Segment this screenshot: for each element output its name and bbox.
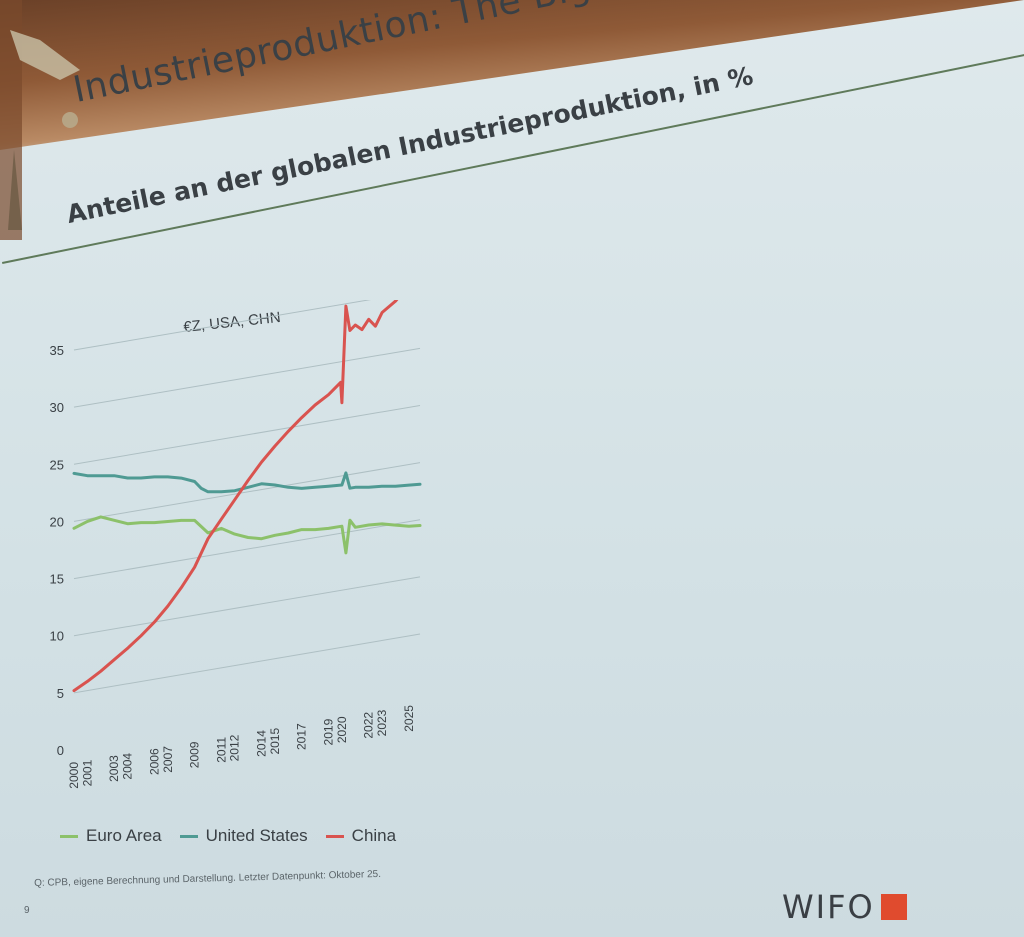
page-number: 9: [24, 905, 30, 916]
x-tick-label-2022: 2022: [362, 712, 376, 739]
x-tick-label-2025: 2025: [402, 705, 416, 732]
y-tick-label-10: 10: [50, 629, 64, 644]
y-tick-label-5: 5: [57, 686, 64, 701]
logo-square-icon: [880, 894, 907, 920]
wifo-logo: WIFO: [782, 888, 907, 926]
x-tick-label-2000: 2000: [67, 762, 81, 789]
series-line-euro-area: [72, 515, 422, 555]
x-tick-label-2007: 2007: [161, 746, 175, 773]
series-line-china: [72, 300, 399, 693]
legend-item-united-states: United States: [179, 826, 308, 846]
gridline-y-15: [73, 519, 421, 580]
source-note: Q: CPB, eigene Berechnung und Darstellun…: [34, 868, 382, 889]
y-tick-label-0: 0: [57, 743, 64, 758]
chart-legend: Euro Area United States China: [60, 826, 396, 846]
gridline-y-35: [73, 300, 372, 351]
gridline-y-20: [73, 462, 421, 522]
x-tick-label-2014: 2014: [255, 730, 269, 757]
legend-swatch-united-states: [179, 834, 198, 838]
chandelier-decoration: [0, 0, 80, 240]
gridline-y-10: [73, 576, 421, 637]
x-tick-label-2017: 2017: [295, 723, 309, 750]
logo-wordmark: WIFO: [782, 888, 875, 926]
gridline-y-25: [73, 404, 421, 465]
series-line-united-states: [72, 471, 422, 494]
chart-series-label: €Z, USA, CHN: [183, 309, 282, 336]
x-tick-label-2003: 2003: [107, 755, 121, 782]
x-tick-label-2006: 2006: [147, 748, 161, 775]
legend-swatch-china: [325, 834, 344, 838]
x-tick-label-2015: 2015: [268, 728, 282, 755]
gridline-y-30: [73, 347, 421, 408]
x-tick-label-2012: 2012: [228, 734, 242, 761]
x-tick-label-2009: 2009: [188, 741, 202, 768]
gridline-y-5: [73, 633, 421, 694]
y-tick-label-30: 30: [50, 400, 64, 415]
x-tick-label-2020: 2020: [335, 716, 349, 743]
x-tick-label-2023: 2023: [375, 709, 389, 736]
y-tick-label-15: 15: [50, 572, 64, 587]
legend-item-china: China: [325, 826, 397, 846]
line-chart: €Z, USA, CHN 0 5 10 15 20 25 30 35 2000 2001 2003 20…: [30, 300, 450, 860]
legend-label-united-states: United States: [205, 826, 308, 845]
y-tick-label-35: 35: [50, 343, 64, 358]
legend-item-euro-area: Euro Area: [60, 826, 162, 846]
legend-swatch-euro-area: [60, 834, 78, 838]
x-tick-label-2004: 2004: [121, 753, 135, 780]
x-tick-label-2011: 2011: [214, 737, 228, 763]
legend-label-china: China: [351, 826, 397, 845]
x-tick-label-2001: 2001: [80, 759, 94, 786]
x-tick-label-2019: 2019: [322, 718, 336, 745]
legend-label-euro-area: Euro Area: [86, 826, 162, 845]
y-tick-label-25: 25: [50, 457, 64, 472]
y-tick-label-20: 20: [50, 514, 64, 529]
